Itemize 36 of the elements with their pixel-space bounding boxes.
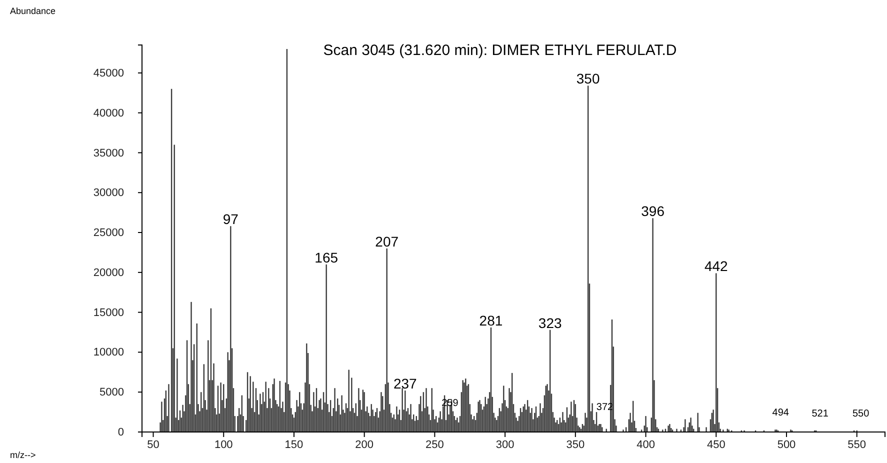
x-tick-label: 100	[214, 438, 233, 451]
text: Abundance	[10, 6, 56, 16]
y-tick-label: 40000	[93, 107, 124, 120]
annotation: 207	[375, 233, 399, 250]
annotation: 442	[704, 258, 728, 274]
x-tick-label: 550	[848, 438, 866, 451]
annotation: 494	[772, 408, 790, 419]
y-tick-label: 10000	[93, 346, 124, 359]
y-tick-label: 5000	[100, 386, 124, 399]
text: m/z-->	[10, 450, 36, 460]
x-tick-label: 250	[426, 438, 444, 451]
x-tick-label: 350	[566, 438, 585, 451]
x-tick-label: 500	[777, 438, 796, 451]
y-tick-label: 15000	[93, 306, 124, 319]
y-tick-label: 25000	[93, 227, 124, 240]
y-tick-label: 20000	[93, 266, 124, 279]
y-tick-label: 45000	[93, 67, 124, 80]
x-tick-label: 50	[147, 438, 160, 451]
annotation: 396	[641, 203, 665, 220]
annotation: 97	[222, 211, 239, 228]
x-tick-label: 300	[496, 438, 514, 451]
annotation: 350	[576, 70, 600, 87]
annotation: 550	[852, 408, 870, 420]
annotation: 281	[479, 312, 503, 328]
x-tick-label: 400	[636, 438, 655, 451]
y-tick-label: 0	[118, 426, 124, 439]
annotation: 521	[812, 408, 829, 420]
annotation: 165	[314, 249, 338, 266]
annotation: 323	[538, 314, 562, 331]
y-tick-label: 35000	[93, 147, 124, 160]
chart-title: Scan 3045 (31.620 min): DIMER ETHYL FERULAT.D	[323, 42, 677, 59]
annotation: 237	[393, 376, 418, 392]
x-tick-label: 150	[284, 438, 304, 451]
x-tick-label: 200	[355, 438, 374, 451]
y-tick-label: 30000	[93, 187, 124, 200]
x-tick-label: 450	[706, 438, 726, 451]
